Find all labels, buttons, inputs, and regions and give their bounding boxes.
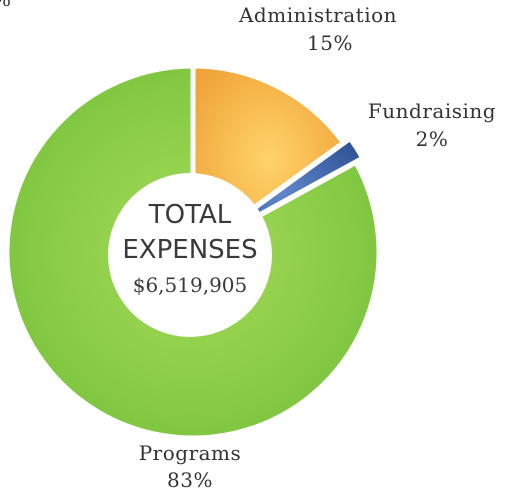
slice-label: Administration: [238, 3, 397, 27]
chart: % Administration 15% Fundraising 2% Programs…: [0, 0, 506, 500]
slice-label: Fundraising: [368, 99, 496, 123]
slice-value: 15%: [307, 31, 353, 55]
center-amount: $6,519,905: [133, 273, 248, 297]
center-title: EXPENSES: [122, 235, 257, 265]
slice-value: 83%: [167, 468, 213, 492]
slice-value: 2%: [416, 127, 449, 151]
center-title: TOTAL: [148, 200, 232, 230]
slice-label: Programs: [139, 441, 242, 465]
annotation: %: [0, 0, 12, 11]
